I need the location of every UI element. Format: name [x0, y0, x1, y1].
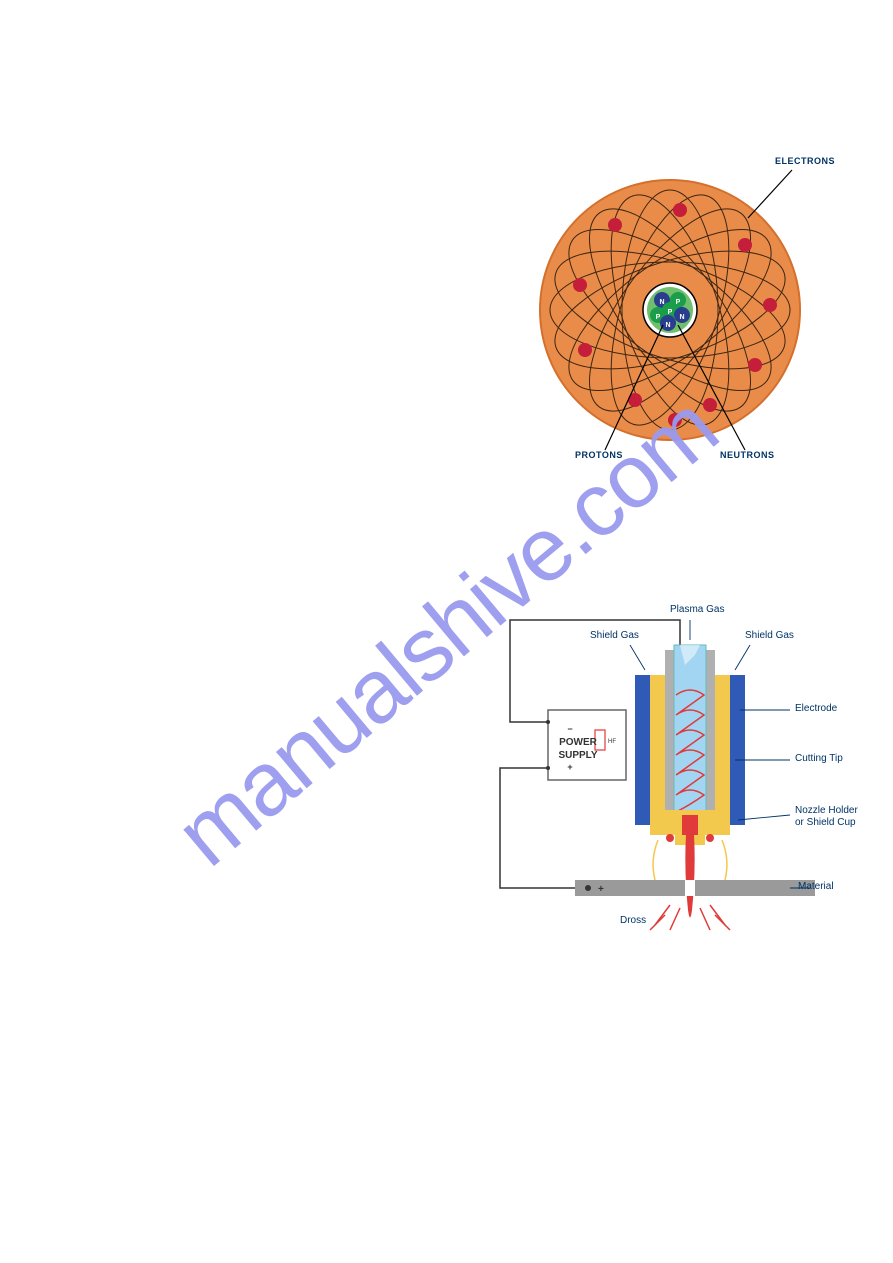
nucleon-n-label: N — [659, 299, 664, 306]
atom-figure: N P P P N N ELECTRONS PROTONS NEUTRONS — [520, 150, 820, 470]
plasma-arc — [685, 835, 694, 918]
torch-figure: − + POWER SUPPLY HF — [470, 590, 870, 990]
nucleon-n-label: N — [679, 314, 684, 321]
label-electrons: ELECTRONS — [775, 156, 835, 166]
svg-text:+: + — [598, 884, 604, 895]
nucleon-n-label: N — [665, 322, 670, 329]
ps-text-2: SUPPLY — [558, 750, 597, 761]
label-cutting-tip: Cutting Tip — [795, 753, 843, 764]
label-protons: PROTONS — [575, 450, 623, 460]
label-dross: Dross — [620, 915, 646, 926]
label-electrode: Electrode — [795, 703, 837, 714]
page: manualshive.com — [0, 0, 893, 1263]
atom-svg: N P P P N N — [520, 150, 820, 470]
svg-text:−: − — [567, 724, 572, 734]
nucleon-p-label: P — [656, 314, 661, 321]
atom-nucleus: N P P P N N — [643, 283, 697, 337]
svg-text:+: + — [567, 762, 572, 772]
nucleon-p-label: P — [676, 299, 681, 306]
label-material: Material — [798, 881, 834, 892]
label-neutrons: NEUTRONS — [720, 450, 775, 460]
label-shield-gas-l: Shield Gas — [590, 630, 639, 641]
nucleon-p-label: P — [668, 309, 673, 316]
torch-svg: − + POWER SUPPLY HF — [470, 590, 870, 990]
ps-text-1: POWER — [559, 737, 598, 748]
label-plasma-gas: Plasma Gas — [670, 604, 724, 615]
hf-text: HF — [608, 739, 616, 745]
power-supply: − + POWER SUPPLY HF — [546, 710, 626, 780]
label-nozzle: Nozzle Holder or Shield Cup — [795, 805, 858, 829]
label-shield-gas-r: Shield Gas — [745, 630, 794, 641]
